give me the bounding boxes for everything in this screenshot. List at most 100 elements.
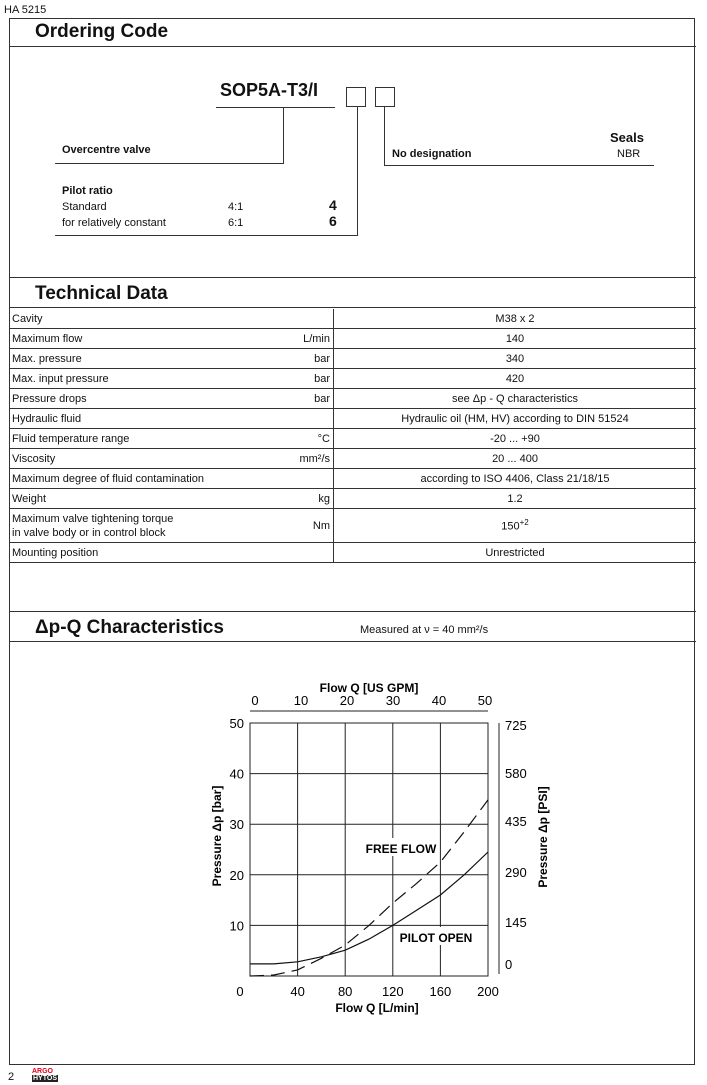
param-cell: Weight (9, 488, 283, 509)
unit-cell (282, 408, 334, 429)
param-value: 340 (505, 352, 525, 365)
code-box-pilot (346, 87, 366, 107)
table-row: Maximum flow L/min 140 (9, 328, 696, 349)
value-cell: see Δp - Q characteristics (333, 388, 696, 409)
value-cell: M38 x 2 (333, 309, 696, 329)
param-name-line2: in valve body or in control block (12, 526, 166, 539)
x-axis-title: Flow Q [L/min] (335, 1001, 418, 1015)
param-name: Weight (12, 492, 47, 505)
technical-data-table: Cavity M38 x 2 Maximum flow L/min 140 Max. pr… (9, 309, 696, 563)
x2-tick-label: 50 (478, 693, 492, 708)
y2-tick-label: 725 (505, 718, 527, 733)
code-underline (216, 107, 335, 108)
param-name: Cavity (12, 312, 43, 325)
value-cell: 20 ... 400 (333, 448, 696, 469)
table-row: Max. pressure bar 340 (9, 348, 696, 369)
x-tick-label: 40 (290, 984, 304, 999)
connector-line (283, 107, 284, 164)
unit-cell (282, 542, 334, 563)
table-row: Mounting position Unrestricted (9, 542, 696, 563)
value-cell: 140 (333, 328, 696, 349)
unit-cell (282, 468, 334, 489)
y-tick-label: 40 (230, 767, 244, 782)
argo-hytos-logo: ARGO HYTOS (32, 1068, 58, 1082)
param-cell: Max. input pressure (9, 368, 283, 389)
x-tick-label: 80 (338, 984, 352, 999)
pilot-row-label: Standard (62, 201, 107, 213)
table-row: Hydraulic fluid Hydraulic oil (HM, HV) ac… (9, 408, 696, 429)
param-unit: mm²/s (299, 452, 330, 465)
x-tick-label: 120 (382, 984, 404, 999)
y-tick-label: 50 (230, 716, 244, 731)
ordering-code-title: Ordering Code (35, 21, 169, 42)
param-value: 1.2 (507, 492, 523, 505)
param-cell: Maximum flow (9, 328, 283, 349)
seals-label: No designation (392, 148, 472, 160)
table-row: Maximum degree of fluid contamination acc… (9, 468, 696, 489)
param-cell: Hydraulic fluid (9, 408, 283, 429)
param-name: Mounting position (12, 546, 99, 559)
pilot-row-ratio: 4:1 (228, 201, 244, 213)
param-value: M38 x 2 (495, 312, 535, 325)
connector-line (384, 107, 385, 165)
param-cell: Cavity (9, 309, 283, 329)
param-cell: Max. pressure (9, 348, 283, 369)
param-name: Maximum flow (12, 332, 83, 345)
unit-cell: L/min (282, 328, 334, 349)
connector-line (55, 163, 284, 164)
characteristics-title: Δp-Q Characteristics (35, 617, 224, 638)
param-unit: L/min (303, 332, 330, 345)
valve-label: Overcentre valve (62, 144, 151, 156)
x2-tick-label: 0 (251, 693, 258, 708)
divider (9, 277, 696, 278)
unit-cell: bar (282, 348, 334, 369)
connector-line (55, 235, 358, 236)
table-row: Max. input pressure bar 420 (9, 368, 696, 389)
param-name: Max. pressure (12, 352, 82, 365)
param-cell: Pressure drops (9, 388, 283, 409)
seals-value: NBR (617, 148, 641, 160)
param-unit: kg (318, 492, 330, 505)
table-row: Maximum valve tightening torque in valve … (9, 508, 696, 543)
param-value: -20 ... +90 (490, 432, 540, 445)
value-cell: 1.2 (333, 488, 696, 509)
y2-tick-label: 435 (505, 814, 527, 829)
divider (9, 307, 696, 308)
free-flow-label: FREE FLOW (366, 842, 437, 856)
param-unit: Nm (312, 519, 330, 532)
label-backing (363, 838, 439, 856)
document-id: HA 5215 (4, 4, 47, 16)
y-tick-label: 20 (230, 868, 244, 883)
pilot-row-ratio: 6:1 (228, 217, 244, 229)
connector-line (357, 107, 358, 236)
param-value: 420 (505, 372, 525, 385)
x-tick-label: 200 (477, 984, 499, 999)
y-tick-label: 10 (230, 918, 244, 933)
divider (9, 611, 696, 612)
free-flow-curve (249, 799, 489, 977)
unit-cell: mm²/s (282, 448, 334, 469)
x2-axis-title: Flow Q [US GPM] (320, 681, 419, 695)
pilot-ratio-title: Pilot ratio (62, 185, 113, 197)
value-cell: Unrestricted (333, 542, 696, 563)
pilot-row-code: 6 (329, 213, 337, 229)
param-cell: Fluid temperature range (9, 428, 283, 449)
param-name: Max. input pressure (12, 372, 109, 385)
param-value: according to ISO 4406, Class 21/18/15 (420, 472, 610, 485)
value-cell: -20 ... +90 (333, 428, 696, 449)
param-unit: bar (314, 392, 330, 405)
pilot-open-label: PILOT OPEN (400, 931, 473, 945)
page-number: 2 (8, 1071, 15, 1083)
y-axis-title: Pressure Δp [bar] (210, 786, 224, 887)
technical-data-title: Technical Data (35, 283, 168, 304)
param-value: Hydraulic oil (HM, HV) according to DIN … (401, 412, 629, 425)
param-unit: bar (314, 352, 330, 365)
unit-cell: °C (282, 428, 334, 449)
value-cell: according to ISO 4406, Class 21/18/15 (333, 468, 696, 489)
y2-tick-label: 580 (505, 766, 527, 781)
unit-cell: bar (282, 368, 334, 389)
connector-line (384, 165, 654, 166)
order-code: SOP5A-T3/I (220, 80, 319, 100)
y2-tick-label: 290 (505, 865, 527, 880)
